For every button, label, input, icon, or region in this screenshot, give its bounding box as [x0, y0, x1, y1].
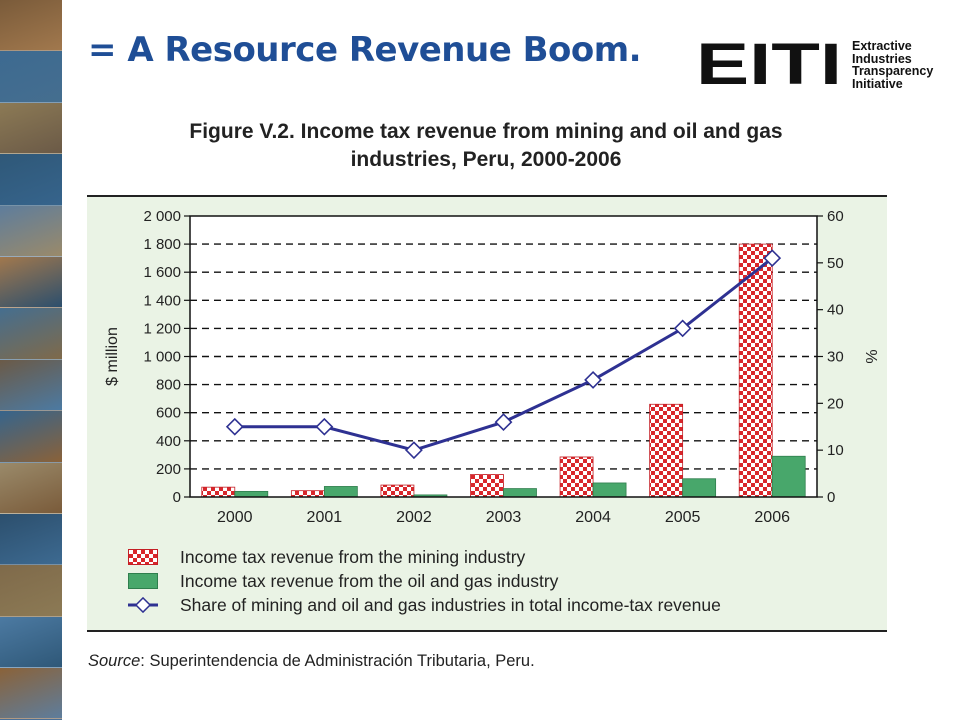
y-left-tick-label: 600: [156, 405, 181, 422]
photo-tile: [0, 513, 62, 566]
eiti-logo-letters: EITI: [696, 40, 842, 88]
photo-tile: [0, 359, 62, 412]
photo-tile: [0, 308, 62, 360]
eiti-logo: EITI Extractive Industries Transparency …: [696, 40, 946, 92]
bar-oil-gas: [323, 486, 358, 498]
x-tick-label: 2003: [486, 509, 522, 526]
chart-axes: [184, 215, 823, 498]
bar-mining: [290, 490, 325, 498]
share-point: [494, 413, 513, 431]
photo-tile: [0, 51, 62, 103]
plot-frame: [189, 215, 818, 498]
chart-share-line: [225, 249, 782, 460]
y-left-tick-label: 2 000: [143, 208, 181, 225]
photo-tile: [0, 565, 62, 617]
bar-mining: [559, 456, 594, 498]
x-tick-label: 2005: [665, 509, 701, 526]
eiti-word-4: Initiative: [852, 76, 903, 91]
y-right-tick-label: 30: [827, 349, 844, 366]
y-right-tick-label: 50: [827, 255, 844, 272]
bar-mining: [649, 403, 684, 498]
y-left-tick-label: 400: [156, 433, 181, 450]
photo-tile: [0, 205, 62, 257]
photo-tile: [0, 668, 62, 720]
legend-label-mining: Income tax revenue from the mining indus…: [180, 546, 526, 567]
bar-oil-gas: [503, 488, 537, 498]
chart-grid: [190, 216, 817, 497]
legend-item-mining: Income tax revenue from the mining indus…: [128, 545, 721, 569]
bar-mining: [380, 484, 415, 498]
source-note: Source: Superintendencia de Administraci…: [88, 652, 535, 671]
photo-tile: [0, 616, 62, 669]
bar-mining: [470, 474, 504, 498]
y-right-tick-label: 0: [827, 489, 835, 506]
legend-label-share: Share of mining and oil and gas industri…: [180, 594, 721, 615]
y-left-tick-label: 1 600: [143, 264, 181, 281]
x-tick-label: 2006: [754, 509, 790, 526]
bar-oil-gas: [682, 478, 717, 498]
x-tick-label: 2000: [217, 509, 253, 526]
photo-tile: [0, 102, 62, 155]
y-right-tick-label: 10: [827, 442, 844, 459]
y-left-tick-label: 200: [156, 461, 181, 478]
share-point: [315, 417, 334, 436]
y-left-tick-label: 1 800: [143, 236, 181, 253]
y-left-tick-label: 800: [156, 377, 181, 394]
share-point: [763, 249, 782, 268]
y-right-axis-title: %: [864, 349, 881, 363]
share-point: [673, 319, 692, 338]
legend-swatch-share: [128, 597, 158, 613]
y-left-axis-title: $ million: [104, 327, 121, 386]
eiti-logo-words: Extractive Industries Transparency Initi…: [852, 40, 933, 90]
share-point: [405, 441, 423, 460]
legend-swatch-oil-gas: [128, 573, 158, 589]
eiti-logo-mark: EITI: [696, 40, 842, 88]
eiti-word-2: Industries: [852, 51, 912, 66]
bar-mining: [201, 486, 236, 498]
y-right-tick-label: 40: [827, 302, 844, 319]
y-right-tick-label: 20: [827, 395, 844, 412]
source-label: Source: [88, 652, 141, 670]
legend-label-oil-gas: Income tax revenue from the oil and gas …: [180, 570, 559, 591]
x-tick-label: 2004: [575, 509, 611, 526]
figure-title: Figure V.2. Income tax revenue from mini…: [96, 118, 876, 174]
photo-strip: [0, 0, 62, 720]
x-tick-label: 2002: [396, 509, 432, 526]
figure-title-line-1: Figure V.2. Income tax revenue from mini…: [189, 120, 783, 143]
y-left-tick-label: 0: [173, 489, 181, 506]
photo-tile: [0, 0, 62, 52]
bar-oil-gas: [592, 482, 627, 498]
x-tick-label: 2001: [307, 509, 343, 526]
share-point: [584, 371, 602, 389]
source-text: : Superintendencia de Administración Tri…: [140, 652, 535, 670]
y-left-tick-label: 1 000: [143, 349, 181, 366]
legend-item-oil-gas: Income tax revenue from the oil and gas …: [128, 569, 721, 593]
photo-tile: [0, 411, 62, 463]
y-left-tick-label: 1 200: [143, 320, 181, 337]
y-right-tick-label: 60: [827, 208, 844, 225]
bar-mining: [738, 243, 773, 498]
figure-title-line-2: industries, Peru, 2000-2006: [350, 148, 622, 171]
legend-item-share: Share of mining and oil and gas industri…: [128, 593, 721, 617]
slide-title: = A Resource Revenue Boom.: [88, 30, 642, 70]
bar-oil-gas: [234, 490, 269, 498]
eiti-word-3: Transparency: [852, 64, 934, 78]
share-point: [225, 417, 244, 436]
photo-tile: [0, 256, 62, 309]
chart-legend: Income tax revenue from the mining indus…: [128, 545, 721, 617]
chart-bars: [201, 243, 806, 498]
photo-tile: [0, 154, 62, 206]
photo-tile: [0, 462, 62, 514]
y-left-tick-label: 1 400: [143, 292, 181, 309]
legend-swatch-mining: [128, 549, 158, 565]
bar-oil-gas: [771, 455, 806, 498]
eiti-word-1: Extractive: [852, 39, 912, 53]
